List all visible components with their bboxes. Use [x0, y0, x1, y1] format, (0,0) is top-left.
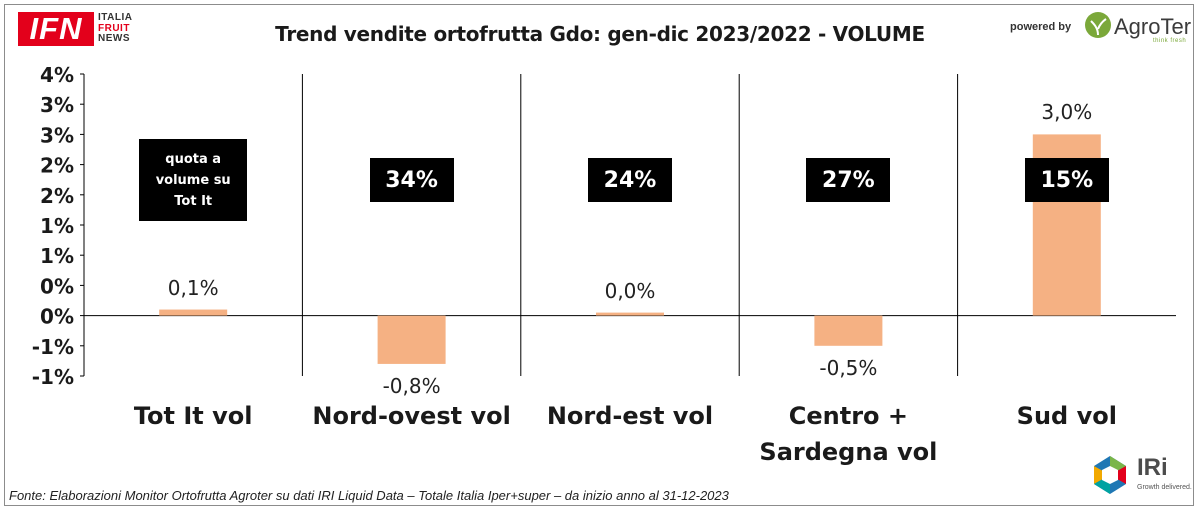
share-box-text: quota a volume su Tot It	[156, 149, 231, 212]
x-category-label: Tot It vol	[83, 398, 303, 434]
x-category-label-line: Centro +	[788, 402, 909, 430]
bar	[596, 312, 664, 316]
x-category-label-line: Sardegna vol	[759, 438, 938, 466]
share-box-line: quota a	[165, 151, 222, 167]
chart-frame	[4, 4, 1194, 506]
data-label: 0,1%	[167, 275, 219, 300]
share-box-line: 15%	[1040, 167, 1094, 193]
y-tick-label: 0%	[40, 274, 74, 298]
y-tick-label: 4%	[40, 63, 74, 87]
x-category-label: Centro + Sardegna vol	[738, 398, 958, 470]
iri-logo-icon	[1094, 456, 1126, 494]
ifn-logo-line1: ITALIA	[98, 12, 133, 23]
x-category-label: Nord-est vol	[520, 398, 740, 434]
share-box-text: 34%	[385, 168, 438, 193]
agroter-leaf-icon	[1085, 12, 1111, 38]
ifn-logo-words: ITALIA FRUIT NEWS	[98, 12, 142, 45]
share-box-text: 15%	[1040, 168, 1093, 193]
chart-title: Trend vendite ortofrutta Gdo: gen-dic 20…	[275, 22, 925, 46]
bar	[377, 315, 446, 364]
data-label: 0,0%	[604, 278, 656, 303]
x-category-label-line: Sud vol	[1016, 402, 1117, 430]
agroter-logo-tagline: think fresh	[1153, 38, 1187, 44]
share-box-line: volume su	[155, 172, 231, 188]
share-box-line: 27%	[822, 167, 875, 193]
ifn-logo: IFN ITALIA FRUIT NEWS	[18, 12, 140, 46]
y-tick-label: 2%	[40, 154, 74, 178]
bar	[814, 315, 883, 346]
share-box: 24%	[588, 158, 672, 202]
y-tick-label: 2%	[40, 184, 74, 208]
y-tick-label: -1%	[32, 335, 74, 359]
share-box-line: 34%	[385, 167, 438, 193]
source-note: Fonte: Elaborazioni Monitor Ortofrutta A…	[9, 488, 729, 503]
y-tick-label: 3%	[40, 123, 74, 147]
data-label: 3,0%	[1041, 100, 1093, 125]
x-category-label-line: Nord-est vol	[546, 402, 714, 430]
share-box-line: 24%	[603, 167, 657, 193]
ifn-logo-line2: FRUIT	[98, 22, 130, 34]
iri-logo-tagline: Growth delivered.	[1137, 484, 1192, 491]
x-category-label: Nord-ovest vol	[302, 398, 522, 434]
share-box-text: 24%	[604, 168, 657, 193]
share-box: quota a volume su Tot It	[139, 139, 248, 221]
x-category-label-line: Tot It vol	[133, 402, 253, 430]
ifn-logo-main: IFN	[18, 12, 94, 46]
y-tick-label: -1%	[32, 365, 74, 389]
share-box: 34%	[369, 158, 454, 202]
share-box: 27%	[806, 158, 891, 202]
powered-by-label: powered by	[1010, 21, 1072, 33]
iri-logo-name: IRi	[1137, 454, 1168, 481]
y-tick-label: 3%	[40, 93, 74, 117]
share-box-text: 27%	[822, 168, 875, 193]
share-box-line: Tot It	[174, 193, 213, 209]
data-label: -0,8%	[382, 373, 441, 398]
x-category-label: Sud vol	[957, 398, 1177, 434]
data-label: -0,5%	[819, 355, 878, 380]
y-tick-label: 1%	[40, 244, 74, 268]
bar	[159, 309, 228, 316]
agroter-logo-name: AgroTer	[1114, 14, 1192, 39]
x-category-label-line: Nord-ovest vol	[312, 402, 511, 430]
ifn-logo-line3: NEWS	[98, 33, 130, 44]
y-tick-label: 1%	[40, 214, 74, 238]
y-tick-label: 0%	[40, 305, 74, 329]
share-box: 15%	[1024, 158, 1109, 202]
